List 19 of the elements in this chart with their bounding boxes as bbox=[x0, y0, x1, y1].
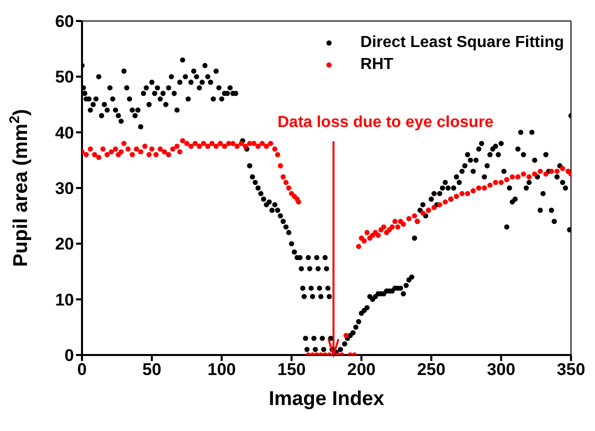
y-tick-label: 60 bbox=[55, 12, 74, 32]
y-tick-label: 30 bbox=[55, 179, 74, 198]
annotation: Data loss due to eye closure bbox=[277, 114, 494, 132]
x-tick-label: 300 bbox=[486, 360, 516, 380]
x-tick-label: 150 bbox=[277, 360, 306, 380]
y-tick-label: 20 bbox=[55, 234, 74, 254]
x-tick-label: 200 bbox=[347, 360, 376, 380]
legend-label: Direct Least Square Fitting bbox=[360, 33, 564, 53]
x-tick-label: 0 bbox=[77, 360, 87, 380]
legend-label: RHT bbox=[360, 55, 394, 75]
y-tick-label: 0 bbox=[64, 346, 74, 366]
y-tick-label: 10 bbox=[55, 290, 74, 310]
y-tick-label: 50 bbox=[55, 68, 74, 87]
x-tick-label: 50 bbox=[142, 360, 162, 380]
x-tick-label: 100 bbox=[208, 360, 236, 380]
x-tick-label: 350 bbox=[556, 360, 586, 380]
x-tick-label: 250 bbox=[417, 360, 446, 380]
x-axis-title: Image Index bbox=[268, 388, 384, 410]
y-tick-label: 40 bbox=[55, 123, 74, 142]
